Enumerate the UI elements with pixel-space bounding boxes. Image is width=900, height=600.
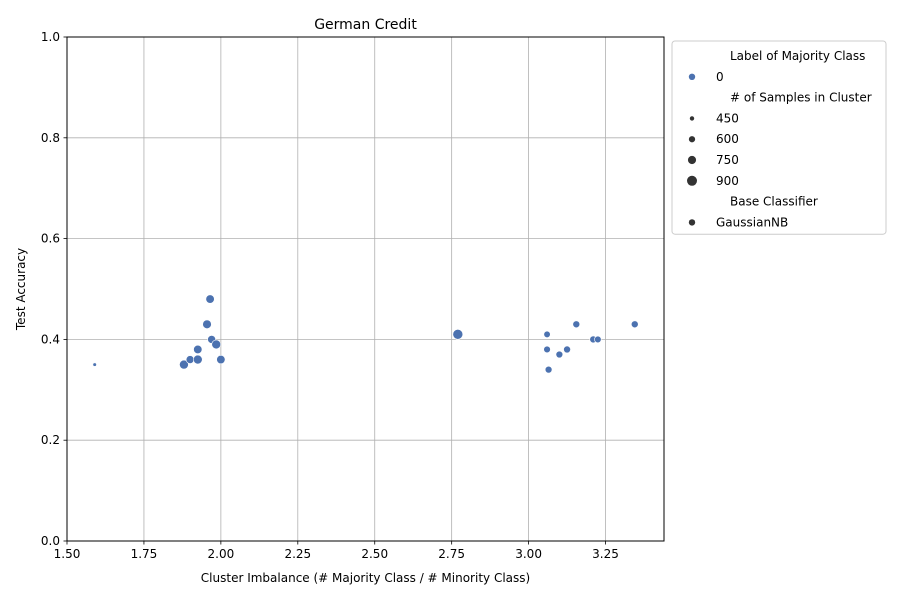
y-axis-label: Test Accuracy: [14, 248, 28, 331]
legend-section-title: Label of Majority Class: [730, 49, 865, 63]
data-point: [211, 339, 222, 350]
data-point: [179, 359, 189, 370]
legend-section-title: Base Classifier: [730, 195, 818, 209]
legend-entry-label: 450: [716, 111, 739, 125]
data-point: [543, 330, 551, 338]
legend-entry-label: 0: [716, 70, 724, 84]
legend-marker: [687, 155, 697, 165]
data-point: [216, 355, 226, 365]
y-tick-label: 0.8: [41, 131, 60, 145]
y-tick-label: 0.4: [41, 332, 60, 346]
y-tick-label: 0.6: [41, 232, 60, 246]
x-tick-label: 3.00: [515, 547, 542, 561]
y-tick-label: 1.0: [41, 30, 60, 44]
legend-marker: [688, 136, 696, 143]
x-tick-label: 2.25: [284, 547, 311, 561]
x-tick-label: 2.75: [438, 547, 465, 561]
plot-frame: [66, 36, 665, 542]
data-point: [563, 345, 571, 354]
y-axis-ticks: 0.0 0.2 0.4 0.6 0.8 1.0: [41, 30, 67, 548]
x-tick-label: 2.00: [208, 547, 235, 561]
legend-marker: [687, 175, 697, 186]
data-point: [630, 320, 639, 329]
legend-entry-label: 600: [716, 132, 739, 146]
legend: Label of Majority Class 0 # of Samples in …: [671, 40, 887, 235]
data-point: [543, 345, 551, 354]
x-tick-label: 2.50: [361, 547, 388, 561]
legend-marker: [688, 219, 696, 226]
data-point: [202, 319, 212, 329]
x-axis-ticks: 1.50 1.75 2.00 2.25 2.50 2.75 3.00 3.25: [54, 541, 619, 561]
x-axis-label: Cluster Imbalance (# Majority Class / # …: [201, 571, 530, 585]
data-points: [92, 294, 639, 374]
legend-marker: [689, 116, 695, 121]
data-point: [92, 362, 97, 367]
legend-marker: [688, 73, 696, 81]
data-point: [192, 354, 203, 365]
legend-entry-label: 750: [716, 153, 739, 167]
legend-section-title: # of Samples in Cluster: [730, 91, 872, 105]
y-tick-label: 0.0: [41, 534, 60, 548]
data-point: [452, 329, 464, 340]
data-point: [544, 365, 553, 374]
data-point: [594, 335, 602, 344]
chart-title: German Credit: [314, 17, 417, 33]
x-tick-label: 1.50: [54, 547, 81, 561]
legend-entry-label: 900: [716, 174, 739, 188]
data-point: [185, 355, 195, 364]
data-point: [555, 350, 564, 359]
legend-entry-label: GaussianNB: [716, 215, 788, 229]
y-tick-label: 0.2: [41, 433, 60, 447]
data-point: [572, 320, 581, 329]
data-point: [205, 294, 215, 304]
grid-lines: [66, 36, 664, 542]
legend-box: [671, 40, 887, 235]
data-point: [193, 344, 203, 355]
x-tick-label: 1.75: [131, 547, 158, 561]
x-tick-label: 3.25: [592, 547, 619, 561]
